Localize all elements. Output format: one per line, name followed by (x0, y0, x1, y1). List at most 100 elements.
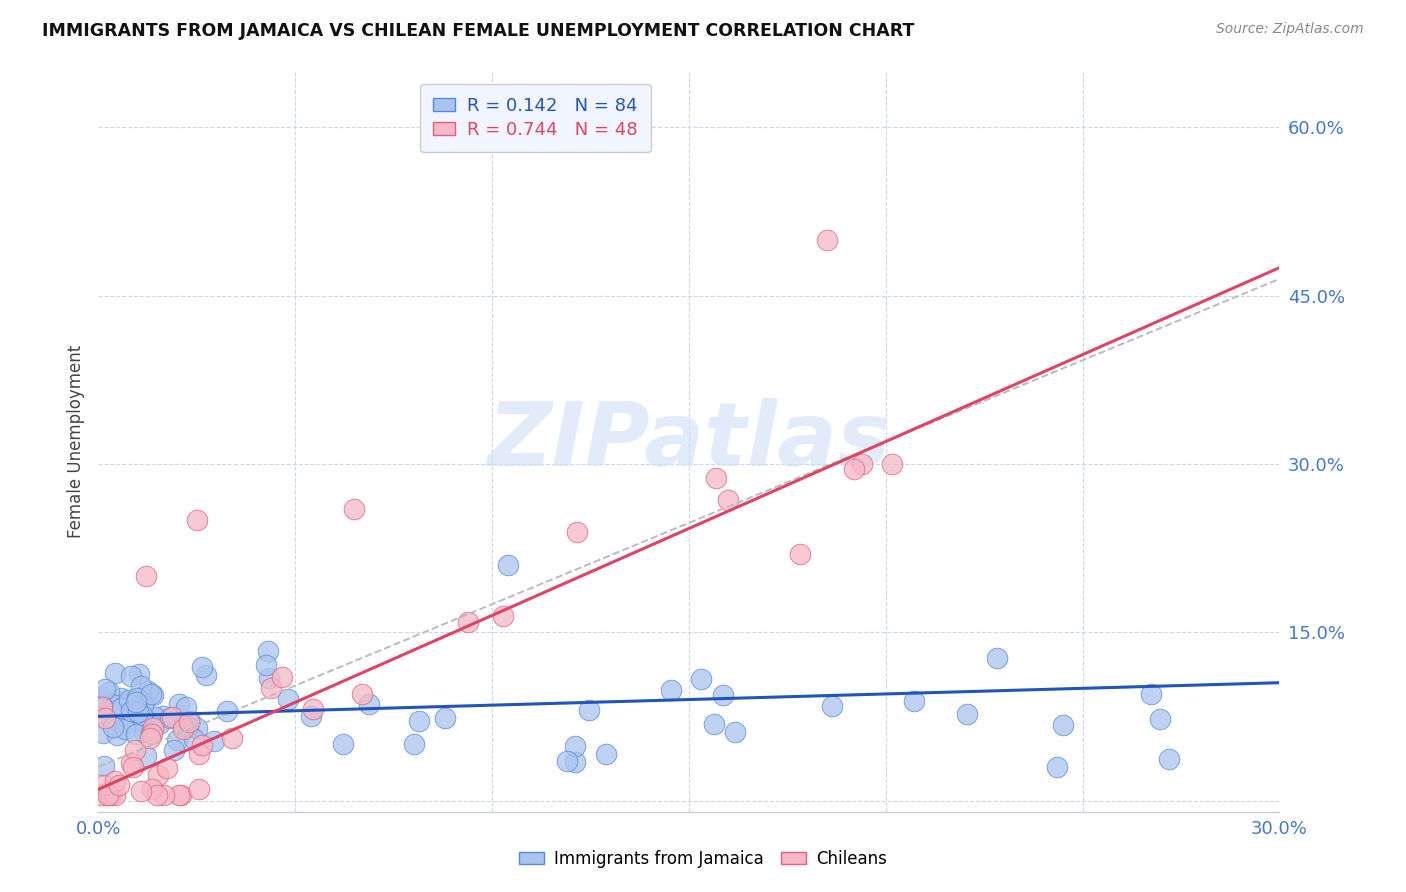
Point (104, 788, 127, 802)
Point (111, 717, 134, 731)
Point (496, 558, 519, 572)
Point (132, 698, 155, 713)
Text: ZIPatlas: ZIPatlas (488, 398, 890, 485)
Point (135, 569, 157, 583)
Legend: Immigrants from Jamaica, Chileans: Immigrants from Jamaica, Chileans (513, 844, 893, 875)
Point (457, 615, 479, 629)
Point (129, 679, 152, 693)
Point (724, 725, 747, 739)
Point (91, 690, 114, 705)
Point (188, 782, 211, 797)
Point (105, 728, 128, 742)
Point (114, 722, 136, 736)
Point (183, 731, 205, 746)
Point (127, 705, 149, 719)
Point (254, 658, 277, 673)
Point (1052, 718, 1074, 732)
Point (260, 681, 283, 695)
Point (578, 703, 600, 717)
Point (97, 788, 120, 802)
Point (129, 690, 152, 705)
Point (257, 671, 280, 685)
Point (153, 788, 176, 802)
Point (717, 493, 740, 508)
Point (135, 749, 157, 764)
Point (357, 697, 380, 711)
Point (844, 462, 866, 476)
Point (1140, 687, 1163, 701)
Point (555, 755, 578, 769)
Point (104, 774, 127, 789)
Point (104, 666, 127, 681)
Point (148, 716, 170, 731)
Point (179, 715, 201, 730)
Point (139, 687, 162, 701)
Point (821, 698, 844, 713)
Point (107, 778, 129, 792)
Point (434, 711, 457, 725)
Point (125, 695, 148, 709)
Point (1046, 760, 1069, 774)
Point (299, 709, 322, 723)
Point (142, 688, 165, 702)
Point (120, 669, 142, 683)
Point (118, 693, 141, 707)
Point (567, 524, 589, 539)
Point (120, 695, 142, 709)
Point (129, 784, 152, 798)
Point (143, 710, 166, 724)
Point (93, 706, 115, 721)
Point (170, 788, 193, 802)
Point (851, 457, 873, 471)
Point (94, 711, 117, 725)
Point (257, 644, 280, 658)
Point (166, 732, 188, 747)
Point (191, 739, 214, 753)
Point (120, 704, 142, 718)
Point (690, 672, 713, 686)
Point (91, 788, 114, 802)
Point (194, 668, 217, 682)
Point (97, 788, 120, 802)
Point (104, 698, 127, 713)
Point (986, 651, 1008, 665)
Point (91, 699, 114, 714)
Point (93, 759, 115, 773)
Point (704, 471, 727, 485)
Point (202, 734, 225, 748)
Point (110, 700, 132, 714)
Point (163, 743, 186, 757)
Point (564, 739, 586, 753)
Point (110, 690, 132, 705)
Point (217, 704, 239, 718)
Point (139, 718, 162, 732)
Point (124, 743, 146, 757)
Point (177, 720, 200, 734)
Point (903, 694, 925, 708)
Point (127, 691, 149, 706)
Point (136, 683, 159, 698)
Point (148, 768, 170, 782)
Point (408, 714, 430, 728)
Point (1149, 712, 1171, 726)
Point (91, 726, 114, 740)
Point (186, 722, 208, 736)
Point (956, 707, 979, 722)
Point (350, 687, 373, 701)
Point (167, 697, 190, 711)
Point (179, 714, 201, 729)
Point (139, 731, 162, 746)
Point (97, 685, 120, 699)
Point (815, 233, 838, 247)
Point (172, 718, 194, 732)
Point (160, 710, 183, 724)
Point (91, 699, 114, 714)
Point (343, 501, 366, 516)
Point (142, 721, 165, 735)
Text: Source: ZipAtlas.com: Source: ZipAtlas.com (1216, 22, 1364, 37)
Point (703, 716, 725, 731)
Point (595, 747, 617, 761)
Point (94, 682, 117, 697)
Point (1157, 752, 1180, 766)
Point (174, 700, 197, 714)
